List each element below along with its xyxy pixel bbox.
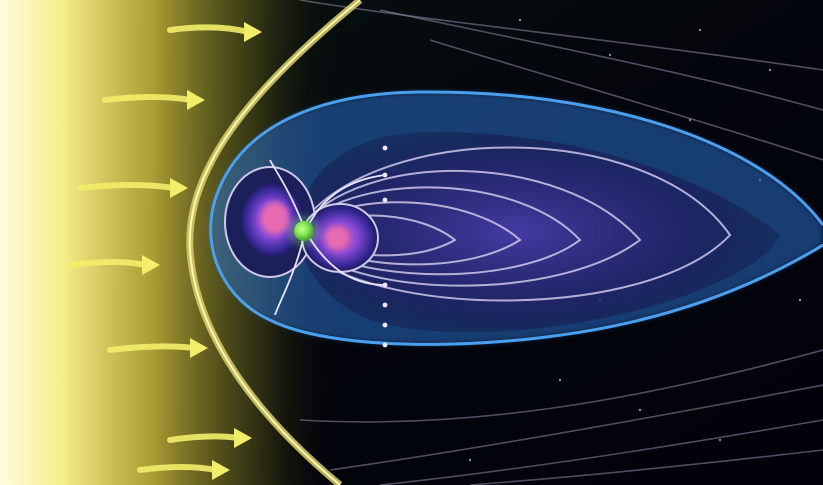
solar-wind-arrow xyxy=(102,90,205,110)
sun-core xyxy=(0,0,120,485)
magnetopause-boundary xyxy=(209,90,823,346)
streaming-field-lines xyxy=(299,0,823,485)
star xyxy=(718,438,722,442)
star xyxy=(558,378,562,382)
solar-wind-arrow xyxy=(67,255,160,275)
nightside-plasma-core xyxy=(325,226,349,250)
solar-wind-arrow xyxy=(137,460,230,480)
field-line-nodes xyxy=(382,145,388,348)
planet-glow xyxy=(288,215,320,247)
magnetotail-plasma xyxy=(298,131,780,333)
star xyxy=(468,458,472,462)
star xyxy=(798,298,802,302)
star xyxy=(638,408,642,412)
solar-wind-arrow xyxy=(77,178,188,198)
solar-wind-arrow xyxy=(167,22,262,42)
star xyxy=(768,68,772,72)
star xyxy=(698,28,702,32)
solar-wind-arrow xyxy=(167,428,252,448)
star xyxy=(518,18,522,22)
solar-wind-arrow xyxy=(107,338,208,358)
dayside-plasma-core xyxy=(261,202,289,234)
star xyxy=(608,53,612,57)
bow-shock-highlight xyxy=(188,0,361,485)
solar-wind-arrows xyxy=(67,22,262,480)
